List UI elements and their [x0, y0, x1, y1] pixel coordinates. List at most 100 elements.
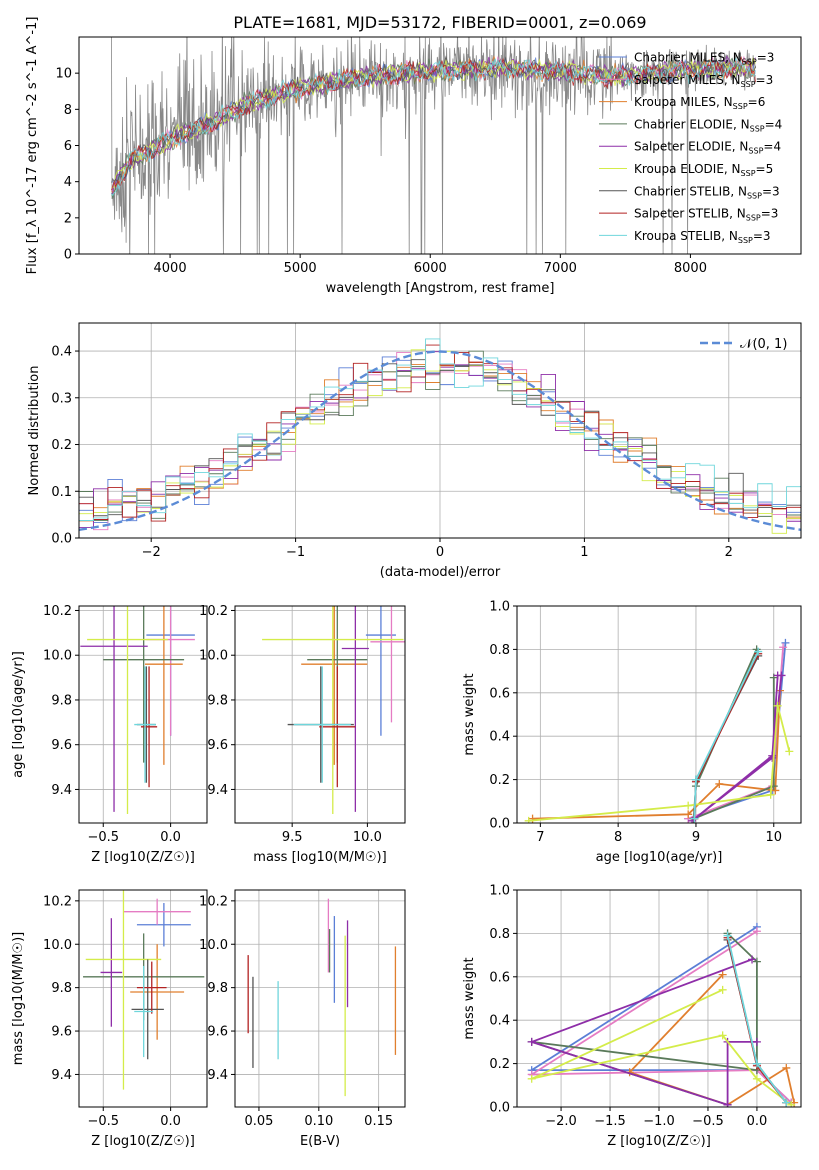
data-point [718, 970, 727, 979]
data-point [787, 1100, 796, 1107]
data-point [773, 671, 782, 680]
y-tick-label: 0.4 [489, 1014, 510, 1029]
data-point [785, 747, 794, 756]
data-point [527, 1037, 536, 1046]
y-tick-label: 10.0 [43, 938, 72, 953]
y-tick-label: 10 [55, 67, 72, 82]
legend-label: Kroupa ELODIE, NSSP=5 [634, 162, 773, 178]
x-tick-label: −1.5 [594, 1114, 626, 1129]
data-point [690, 814, 699, 823]
x-tick-label: −1.0 [643, 1114, 675, 1129]
y-tick-label: 9.6 [207, 1025, 228, 1040]
legend-label: Salpeter STELIB, NSSP=3 [634, 207, 778, 223]
x-axis-label: (data-model)/error [380, 565, 501, 580]
y-tick-label: 0.4 [51, 345, 72, 360]
y-tick-label: 0.2 [489, 1057, 510, 1072]
y-tick-label: 1.0 [489, 884, 510, 899]
data-point [723, 1100, 732, 1107]
legend-label: 𝒩(0, 1) [740, 337, 787, 352]
y-tick-label: 0.4 [489, 730, 510, 745]
axes-frame [516, 605, 802, 824]
x-tick-label: 6000 [414, 261, 447, 276]
plot-area [524, 638, 794, 823]
x-axis-label: E(B-V) [300, 1134, 340, 1149]
panel-1: −2 −1 0 1 2 0.0 0.1 0.2 0.3 0.4 (data-model)/error… [27, 322, 802, 580]
x-axis-label: Z [log10(Z/Z☉)] [607, 1134, 711, 1149]
data-point [723, 931, 732, 940]
y-tick-label: 2 [64, 211, 72, 226]
data-point [527, 1074, 536, 1083]
legend: Chabrier MILES, NSSP=3 Salpeter MILES, NS… [599, 51, 782, 245]
y-tick-label: 1.0 [489, 600, 510, 615]
y-tick-label: 10.0 [199, 938, 228, 953]
data-point [718, 1031, 727, 1040]
y-tick-label: 9.8 [51, 981, 72, 996]
y-tick-label: 9.8 [51, 693, 72, 708]
y-tick-label: 9.4 [207, 1068, 228, 1083]
data-point [752, 1059, 761, 1068]
panel-6: 0.05 0.10 0.15 9.4 9.6 9.8 10.0 10.2 E(B-V) [199, 889, 406, 1149]
y-axis-label: mass [log10(M/M☉)] [11, 932, 26, 1065]
x-tick-label: 10 [765, 830, 782, 845]
data-point [752, 1074, 761, 1083]
y-tick-label: 0.8 [489, 643, 510, 658]
axes-frame [78, 889, 208, 1108]
y-tick-label: 0.6 [489, 686, 510, 701]
x-tick-label: 5000 [284, 261, 317, 276]
y-axis-label: Flux [f_λ 10^-17 erg cm^-2 s^-1 A^-1] [25, 17, 40, 275]
data-point [768, 753, 777, 762]
x-tick-label: 7 [536, 830, 544, 845]
x-tick-label: 9.5 [282, 830, 303, 845]
legend-label: Salpeter ELODIE, NSSP=4 [634, 140, 781, 156]
mass-weight-line [531, 932, 758, 1106]
axes-frame [78, 605, 208, 824]
x-tick-label: 8 [614, 830, 622, 845]
x-tick-label: −2.0 [545, 1114, 577, 1129]
y-tick-label: 0.1 [51, 485, 72, 500]
x-tick-label: 7000 [544, 261, 577, 276]
plot-area [262, 606, 405, 815]
x-tick-label: 0.15 [364, 1114, 393, 1129]
y-tick-label: 9.6 [51, 1025, 72, 1040]
y-tick-label: 0.2 [489, 773, 510, 788]
data-point [715, 779, 724, 788]
x-tick-label: −2 [142, 545, 161, 560]
y-axis-label: mass weight [462, 957, 477, 1039]
x-tick-label: −1 [286, 545, 305, 560]
y-tick-label: 0.0 [51, 532, 72, 547]
y-tick-label: 10.2 [199, 894, 228, 909]
legend-label: Kroupa STELIB, NSSP=3 [634, 229, 771, 245]
mass-weight-line [528, 705, 791, 822]
x-tick-label: 8000 [674, 261, 707, 276]
axes-frame [234, 605, 406, 824]
data-point [773, 701, 782, 710]
y-tick-label: 10.0 [199, 649, 228, 664]
panel-4: 7 8 9 10 0.0 0.2 0.4 0.6 0.8 1.0 age [log10(age/yr… [462, 600, 802, 865]
data-point [779, 643, 788, 652]
x-axis-label: wavelength [Angstrom, rest frame] [326, 281, 555, 296]
x-axis-label: age [log10(age/yr)] [596, 850, 723, 865]
x-tick-label: 0.0 [160, 1114, 181, 1129]
legend-label: Kroupa MILES, NSSP=6 [634, 95, 765, 111]
data-point [771, 786, 780, 795]
y-tick-label: 4 [64, 175, 72, 190]
data-point [766, 790, 775, 799]
y-tick-label: 9.6 [207, 738, 228, 753]
x-tick-label: 4000 [154, 261, 187, 276]
y-tick-label: 10.0 [43, 649, 72, 664]
x-tick-label: 9 [692, 830, 700, 845]
y-tick-label: 10.2 [199, 604, 228, 619]
model-line [111, 55, 756, 191]
mass-weight-line [687, 647, 784, 820]
x-tick-label: 0.0 [747, 1114, 768, 1129]
x-tick-label: 1 [580, 545, 588, 560]
data-point [684, 810, 693, 819]
model-line [111, 57, 756, 197]
y-tick-label: 0.6 [489, 970, 510, 985]
panel-7: −2.0 −1.5 −1.0 −0.5 0.0 0.0 0.2 0.4 0.6 0.8 1.0 Z [… [462, 884, 802, 1149]
mass-weight-line [528, 926, 792, 1104]
y-tick-label: 10.2 [43, 604, 72, 619]
x-axis-label: Z [log10(Z/Z☉)] [91, 850, 195, 865]
data-point [684, 801, 693, 810]
y-tick-label: 0.2 [51, 438, 72, 453]
